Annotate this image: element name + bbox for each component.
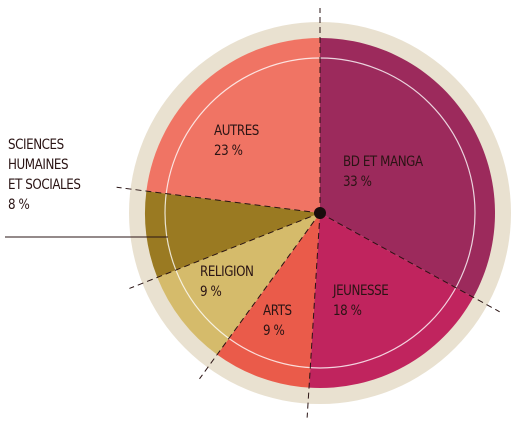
pie-slice <box>145 191 320 278</box>
slice-divider <box>129 212 321 289</box>
slice-label: JEUNESSE 18 % <box>333 281 389 321</box>
slice-label: RELIGION 9 % <box>200 262 254 302</box>
slice-label: SCIENCES HUMAINES ET SOCIALES 8 % <box>8 135 81 215</box>
category-label: JEUNESSE <box>333 283 389 299</box>
category-label: SCIENCES HUMAINES ET SOCIALES <box>8 137 81 193</box>
slice-label: AUTRES 23 % <box>214 121 259 161</box>
slice-divider <box>306 212 321 418</box>
value-label: 8 % <box>8 197 30 213</box>
value-label: 23 % <box>214 143 243 159</box>
category-label: ARTS <box>263 303 292 319</box>
pie-slice <box>320 38 495 298</box>
pie-slice <box>157 213 320 355</box>
slice-divider <box>199 212 321 380</box>
value-label: 33 % <box>343 174 372 190</box>
slice-label: BD ET MANGA 33 % <box>343 152 423 192</box>
category-label: AUTRES <box>214 123 259 139</box>
center-dot <box>314 207 326 219</box>
pie-slice <box>217 213 320 388</box>
value-label: 9 % <box>263 323 285 339</box>
value-label: 9 % <box>200 284 222 300</box>
slice-divider <box>319 212 500 313</box>
pie-slice <box>309 213 474 388</box>
category-label: BD ET MANGA <box>343 154 423 170</box>
pie-slice <box>146 38 320 213</box>
category-label: RELIGION <box>200 264 254 280</box>
slice-divider <box>116 186 321 214</box>
slice-label: ARTS 9 % <box>263 301 292 341</box>
value-label: 18 % <box>333 303 362 319</box>
